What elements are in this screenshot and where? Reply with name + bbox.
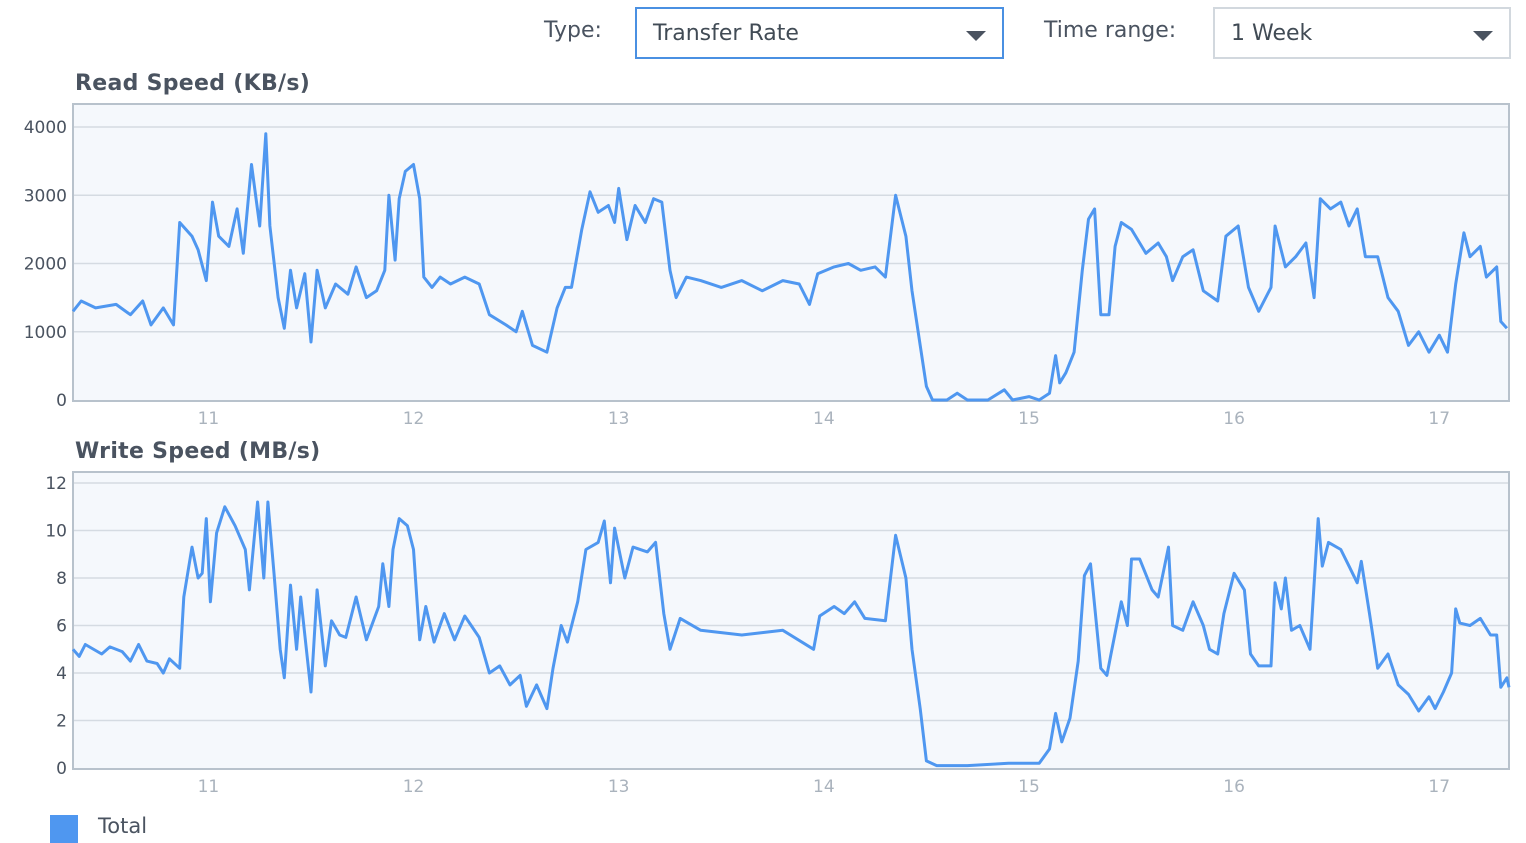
x-tick-label: 11 bbox=[198, 777, 220, 797]
x-tick-label: 15 bbox=[1018, 777, 1040, 797]
x-tick-label: 17 bbox=[1428, 409, 1450, 429]
x-tick-label: 13 bbox=[608, 777, 630, 797]
chevron-down-icon bbox=[1473, 31, 1493, 41]
y-tick-label: 2000 bbox=[24, 255, 67, 275]
x-tick-label: 13 bbox=[608, 409, 630, 429]
x-tick-label: 17 bbox=[1428, 777, 1450, 797]
chart-1: 0 2 4 6 8 10 12 11 12 13 14 15 16 17 bbox=[45, 471, 1511, 797]
chevron-down-icon bbox=[966, 31, 986, 41]
y-tick-label: 8 bbox=[56, 569, 67, 589]
y-tick-label: 3000 bbox=[24, 186, 67, 206]
time-range-select-value: 1 Week bbox=[1231, 21, 1313, 46]
series-line-total bbox=[71, 500, 1511, 768]
x-tick-label: 14 bbox=[813, 409, 835, 429]
time-range-label: Time range: bbox=[1044, 18, 1177, 43]
x-tick-label: 14 bbox=[813, 777, 835, 797]
x-tick-label: 12 bbox=[403, 777, 425, 797]
y-tick-label: 4 bbox=[56, 664, 67, 684]
read-speed-title: Read Speed (KB/s) bbox=[75, 71, 311, 96]
y-tick-label: 6 bbox=[56, 617, 67, 637]
series-line-total bbox=[71, 132, 1509, 402]
y-tick-label: 4000 bbox=[24, 118, 67, 138]
y-tick-label: 10 bbox=[45, 522, 67, 542]
legend-swatch-total[interactable] bbox=[50, 815, 78, 843]
x-tick-label: 12 bbox=[403, 409, 425, 429]
type-label: Type: bbox=[544, 18, 602, 43]
y-tick-label: 0 bbox=[56, 759, 67, 779]
x-tick-label: 11 bbox=[198, 409, 220, 429]
y-tick-label: 1000 bbox=[24, 323, 67, 343]
y-tick-label: 0 bbox=[56, 391, 67, 411]
type-select-value: Transfer Rate bbox=[653, 21, 799, 46]
x-tick-label: 16 bbox=[1223, 409, 1245, 429]
time-range-select[interactable]: 1 Week bbox=[1213, 7, 1511, 59]
write-speed-title: Write Speed (MB/s) bbox=[75, 439, 321, 464]
y-tick-label: 2 bbox=[56, 712, 67, 732]
legend-label-total[interactable]: Total bbox=[98, 814, 148, 838]
x-tick-label: 15 bbox=[1018, 409, 1040, 429]
plot-area bbox=[72, 103, 1510, 402]
y-tick-label: 12 bbox=[45, 474, 67, 494]
chart-0: 0 1000 2000 3000 4000 11 12 13 14 15 16 17 bbox=[24, 103, 1510, 429]
type-select[interactable]: Transfer Rate bbox=[635, 7, 1004, 59]
x-tick-label: 16 bbox=[1223, 777, 1245, 797]
plot-area bbox=[72, 471, 1510, 770]
